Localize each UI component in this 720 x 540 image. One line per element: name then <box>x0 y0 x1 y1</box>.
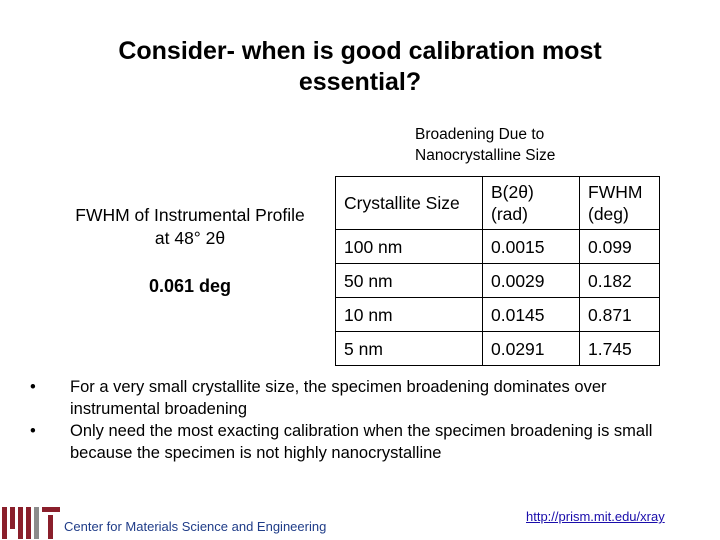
broadening-table: Crystallite Size B(2θ) (rad) FWHM (deg) … <box>335 176 660 366</box>
table-cell: 1.745 <box>579 331 660 366</box>
bullet-item: • For a very small crystallite size, the… <box>30 376 670 420</box>
table-cell: 0.182 <box>579 263 660 298</box>
bullet-list: • For a very small crystallite size, the… <box>30 376 670 464</box>
table-row: 5 nm 0.0291 1.745 <box>335 331 660 366</box>
table-cell: 5 nm <box>335 331 483 366</box>
table-cell: 100 nm <box>335 229 483 264</box>
header-fwhm: FWHM (deg) <box>579 176 660 230</box>
instrumental-label-line2: at 48° 2θ <box>154 228 226 248</box>
instrumental-label-line1: FWHM of Instrumental Profile <box>75 205 305 225</box>
bullet-glyph: • <box>30 422 36 440</box>
table-row: 10 nm 0.0145 0.871 <box>335 297 660 332</box>
instrumental-profile-label: FWHM of Instrumental Profile at 48° 2θ <box>50 204 330 250</box>
table-cell: 0.871 <box>579 297 660 332</box>
footer-link[interactable]: http://prism.mit.edu/xray <box>526 509 665 524</box>
table-cell: 0.099 <box>579 229 660 264</box>
slide-title: Consider- when is good calibration most … <box>118 37 602 96</box>
bullet-item: • Only need the most exacting calibratio… <box>30 420 670 464</box>
table-cell: 0.0145 <box>482 297 580 332</box>
table-cell: 0.0015 <box>482 229 580 264</box>
table-row: 50 nm 0.0029 0.182 <box>335 263 660 298</box>
instrumental-value: 0.061 deg <box>148 276 232 296</box>
bullet-text: Only need the most exacting calibration … <box>70 422 653 462</box>
header-crystallite-size: Crystallite Size <box>335 176 483 230</box>
table-cell: 0.0029 <box>482 263 580 298</box>
footer-organization: Center for Materials Science and Enginee… <box>64 519 327 534</box>
table-caption: Broadening Due to Nanocrystalline Size <box>415 124 555 166</box>
header-cell-text: Crystallite Size <box>344 193 460 213</box>
header-cell-text: (deg) <box>588 204 629 224</box>
table-cell: 50 nm <box>335 263 483 298</box>
mit-logo-icon <box>2 507 60 539</box>
table-cell: 0.0291 <box>482 331 580 366</box>
header-cell-text: FWHM <box>588 182 643 202</box>
table-header-row: Crystallite Size B(2θ) (rad) FWHM (deg) <box>335 176 660 230</box>
table-row: 100 nm 0.0015 0.099 <box>335 229 660 264</box>
bullet-text: For a very small crystallite size, the s… <box>70 378 607 418</box>
header-cell-text: (rad) <box>491 204 528 224</box>
table-caption-line1: Broadening Due to <box>415 126 545 143</box>
bullet-glyph: • <box>30 378 36 396</box>
header-cell-text: B(2θ) <box>491 182 534 202</box>
header-b2theta: B(2θ) (rad) <box>482 176 580 230</box>
table-cell: 10 nm <box>335 297 483 332</box>
table-caption-line2: Nanocrystalline Size <box>415 147 556 164</box>
